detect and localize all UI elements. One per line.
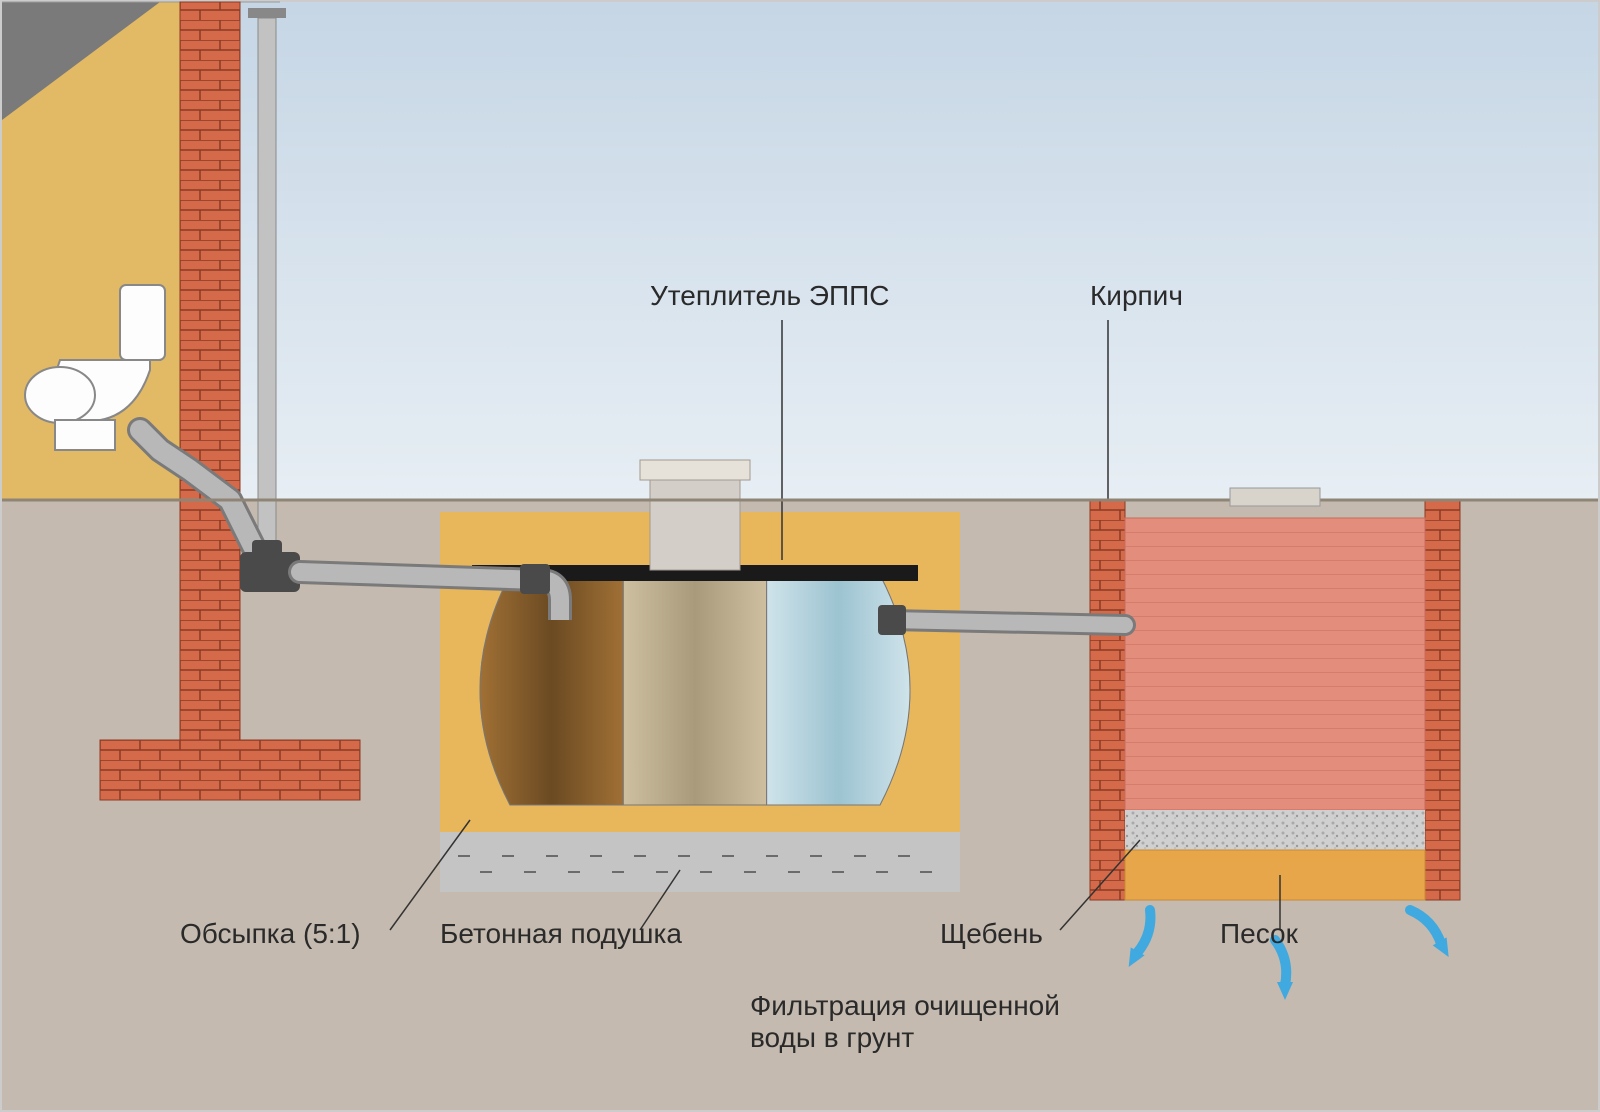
label-backfill: Обсыпка (5:1) xyxy=(180,918,361,950)
label-sand: Песок xyxy=(1220,918,1298,950)
label-brick: Кирпич xyxy=(1090,280,1183,312)
label-insulation: Утеплитель ЭППС xyxy=(650,280,889,312)
label-filtration: Фильтрация очищенной воды в грунт xyxy=(750,990,1060,1054)
label-concrete: Бетонная подушка xyxy=(440,918,682,950)
septic-diagram: Утеплитель ЭППС Кирпич Обсыпка (5:1) Бет… xyxy=(0,0,1600,1112)
label-gravel: Щебень xyxy=(940,918,1043,950)
